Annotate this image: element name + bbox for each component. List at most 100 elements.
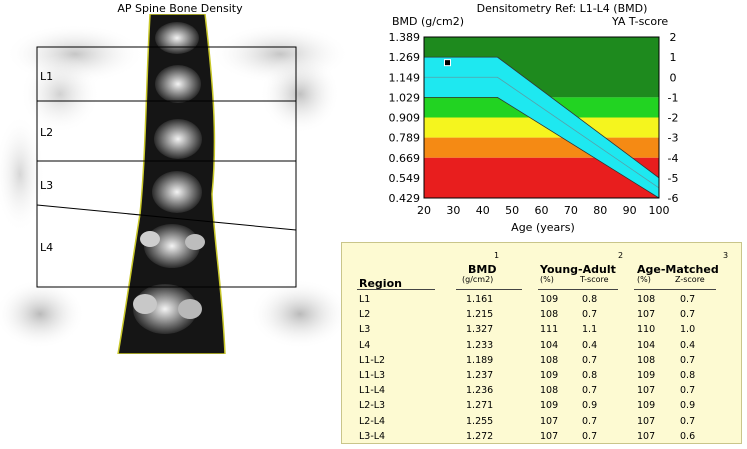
y-tick-left: 1.269 bbox=[389, 51, 421, 64]
x-tick: 90 bbox=[623, 204, 637, 217]
header-am-pct: (%) bbox=[637, 275, 651, 284]
col-number-2: 2 bbox=[618, 251, 624, 260]
x-tick: 20 bbox=[417, 204, 431, 217]
reference-mean-line bbox=[424, 76, 660, 189]
y-tick-right: -5 bbox=[668, 172, 679, 185]
header-bmd-unit: (g/cm2) bbox=[462, 275, 494, 284]
chart-ylabel-right: YA T-score bbox=[611, 15, 668, 28]
cell-zscore: 0.7 bbox=[680, 385, 696, 397]
x-tick: 80 bbox=[593, 204, 607, 217]
cell-bmd: 1.233 bbox=[466, 339, 494, 351]
header-ya-pct: (%) bbox=[540, 275, 554, 284]
y-tick-right: 1 bbox=[670, 51, 677, 64]
cell-region: L1-L2 bbox=[359, 354, 386, 366]
roi-label-l1: L1 bbox=[40, 70, 54, 83]
spine-scan-image: L1 L2 L3 L4 bbox=[0, 14, 360, 354]
cell-am-pct: 107 bbox=[637, 385, 656, 397]
cell-am-pct: 110 bbox=[637, 324, 656, 336]
y-tick-left: 1.029 bbox=[389, 91, 421, 104]
y-tick-left: 0.429 bbox=[389, 192, 421, 205]
cell-tscore: 0.7 bbox=[582, 354, 598, 366]
cell-zscore: 0.4 bbox=[680, 339, 696, 351]
x-tick: 30 bbox=[446, 204, 460, 217]
cell-tscore: 0.8 bbox=[582, 294, 598, 305]
densitometry-chart-svg: Densitometry Ref: L1-L4 (BMD) BMD (g/cm2… bbox=[389, 2, 679, 234]
y-tick-left: 1.389 bbox=[389, 31, 421, 44]
y-tick-right: -4 bbox=[668, 152, 679, 165]
cell-tscore: 0.7 bbox=[582, 415, 598, 427]
cell-tscore: 0.7 bbox=[582, 430, 598, 442]
cell-region: L1-L4 bbox=[359, 385, 386, 397]
y-tick-right: -2 bbox=[668, 112, 679, 125]
y-tick-right: 2 bbox=[670, 31, 677, 44]
cell-ya-pct: 111 bbox=[540, 324, 559, 336]
cell-am-pct: 107 bbox=[637, 309, 656, 321]
y-tick-left: 0.789 bbox=[389, 132, 421, 145]
cell-ya-pct: 104 bbox=[540, 339, 559, 351]
y-tick-left: 0.909 bbox=[389, 112, 421, 125]
y-tick-left: 1.149 bbox=[389, 71, 421, 84]
cell-tscore: 0.7 bbox=[582, 309, 598, 321]
cell-am-pct: 107 bbox=[637, 415, 656, 427]
cell-zscore: 0.7 bbox=[680, 354, 696, 366]
col-number-1: 1 bbox=[494, 251, 500, 260]
cell-region: L2-L3 bbox=[359, 400, 386, 412]
cell-bmd: 1.237 bbox=[466, 370, 494, 381]
cell-am-pct: 104 bbox=[637, 339, 656, 351]
cell-ya-pct: 107 bbox=[540, 430, 559, 442]
header-rule-bmd bbox=[456, 289, 522, 290]
chart-band-2 bbox=[424, 117, 659, 138]
cell-bmd: 1.272 bbox=[466, 430, 494, 442]
reference-upper-line bbox=[424, 56, 660, 179]
cell-zscore: 0.6 bbox=[680, 430, 696, 442]
header-young-adult: Young-Adult bbox=[540, 263, 616, 276]
cell-tscore: 0.8 bbox=[582, 370, 598, 381]
densitometry-chart: Densitometry Ref: L1-L4 (BMD) BMD (g/cm2… bbox=[380, 0, 747, 240]
cell-region: L1 bbox=[359, 294, 371, 305]
spine-scan-graphic bbox=[0, 14, 350, 354]
cell-zscore: 1.0 bbox=[680, 324, 696, 336]
cell-bmd: 1.189 bbox=[466, 354, 494, 366]
y-tick-left: 0.549 bbox=[389, 172, 421, 185]
y-tick-right: -3 bbox=[668, 132, 679, 145]
reference-band bbox=[424, 57, 659, 198]
cell-zscore: 0.7 bbox=[680, 415, 696, 427]
cell-ya-pct: 107 bbox=[540, 415, 559, 427]
cell-am-pct: 109 bbox=[637, 370, 656, 381]
cell-zscore: 0.9 bbox=[680, 400, 696, 412]
cell-tscore: 0.4 bbox=[582, 339, 598, 351]
cell-am-pct: 107 bbox=[637, 430, 656, 442]
roi-label-l4: L4 bbox=[40, 241, 54, 254]
cell-tscore: 0.7 bbox=[582, 385, 598, 397]
chart-ylabel-left: BMD (g/cm2) bbox=[392, 15, 464, 28]
cell-tscore: 1.1 bbox=[582, 324, 598, 336]
cell-bmd: 1.271 bbox=[466, 400, 494, 412]
header-region: Region bbox=[359, 277, 402, 290]
patient-marker bbox=[444, 59, 451, 67]
roi-label-l2: L2 bbox=[40, 126, 54, 139]
header-rule-am bbox=[634, 289, 716, 290]
x-tick: 100 bbox=[649, 204, 670, 217]
cell-ya-pct: 108 bbox=[540, 354, 559, 366]
cell-region: L2 bbox=[359, 309, 371, 321]
y-tick-right: 0 bbox=[670, 71, 677, 84]
chart-xlabel: Age (years) bbox=[511, 221, 575, 234]
cell-zscore: 0.7 bbox=[680, 309, 696, 321]
header-zscore: Z-score bbox=[675, 275, 705, 284]
x-tick: 70 bbox=[564, 204, 578, 217]
header-tscore: T-score bbox=[580, 275, 609, 284]
chart-title: Densitometry Ref: L1-L4 (BMD) bbox=[477, 2, 648, 15]
cell-zscore: 0.8 bbox=[680, 370, 696, 381]
y-tick-left: 0.669 bbox=[389, 152, 421, 165]
cell-am-pct: 108 bbox=[637, 354, 656, 366]
cell-ya-pct: 109 bbox=[540, 400, 559, 412]
header-bmd: BMD bbox=[468, 263, 497, 276]
cell-ya-pct: 108 bbox=[540, 385, 559, 397]
header-age-matched: Age-Matched bbox=[637, 263, 719, 276]
cell-bmd: 1.161 bbox=[466, 294, 494, 305]
cell-ya-pct: 108 bbox=[540, 309, 559, 321]
cell-region: L3-L4 bbox=[359, 430, 386, 442]
cell-bmd: 1.236 bbox=[466, 385, 494, 397]
cell-region: L2-L4 bbox=[359, 415, 386, 427]
plot-frame bbox=[423, 36, 660, 199]
